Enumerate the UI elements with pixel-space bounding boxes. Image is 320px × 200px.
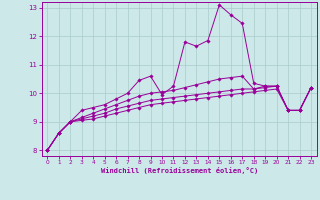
X-axis label: Windchill (Refroidissement éolien,°C): Windchill (Refroidissement éolien,°C): [100, 167, 258, 174]
